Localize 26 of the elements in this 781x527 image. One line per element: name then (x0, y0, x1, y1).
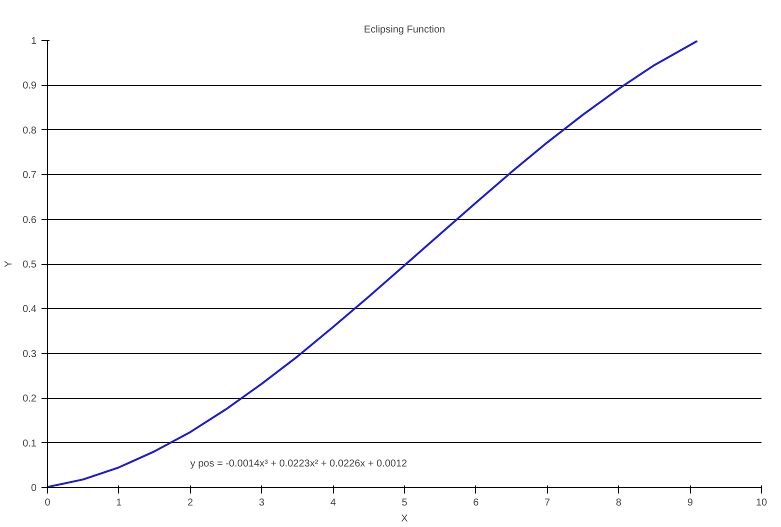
x-axis-title: X (401, 514, 408, 524)
y-tick-label: 0.1 (22, 438, 37, 450)
y-tick-label: 0.6 (22, 214, 37, 226)
x-tick-label: 10 (756, 498, 768, 508)
x-tick-label: 4 (330, 498, 336, 508)
y-tick-label: 0.8 (22, 125, 37, 136)
y-tick-label: 1 (30, 36, 37, 47)
x-tick-label: 6 (473, 498, 480, 508)
x-tick-label: 1 (116, 498, 122, 508)
y-tick-label: 0.5 (22, 260, 37, 270)
annotation: y pos = -0.0014x³ + 0.0223x² + 0.0226x + 0.0012 (190, 458, 408, 470)
y-tick-label: 0 (30, 483, 37, 494)
y-tick-label: 0.9 (22, 80, 37, 92)
x-tick-label: 9 (687, 498, 694, 508)
y-tick-label: 0.4 (22, 304, 37, 316)
x-tick-label: 7 (544, 498, 551, 508)
x-tick-label: 0 (44, 498, 51, 508)
x-tick-label: 2 (188, 498, 194, 508)
y-tick-label: 0.2 (22, 394, 37, 405)
y-tick-label: 0.3 (22, 348, 37, 360)
y-tick-label: 0.7 (22, 170, 37, 182)
x-tick-label: 3 (258, 498, 265, 508)
x-tick-label: 5 (402, 498, 408, 508)
x-tick-label: 8 (616, 498, 622, 508)
y-axis-title: Y (4, 260, 15, 268)
chart-title: Eclipsing Function (364, 24, 446, 36)
